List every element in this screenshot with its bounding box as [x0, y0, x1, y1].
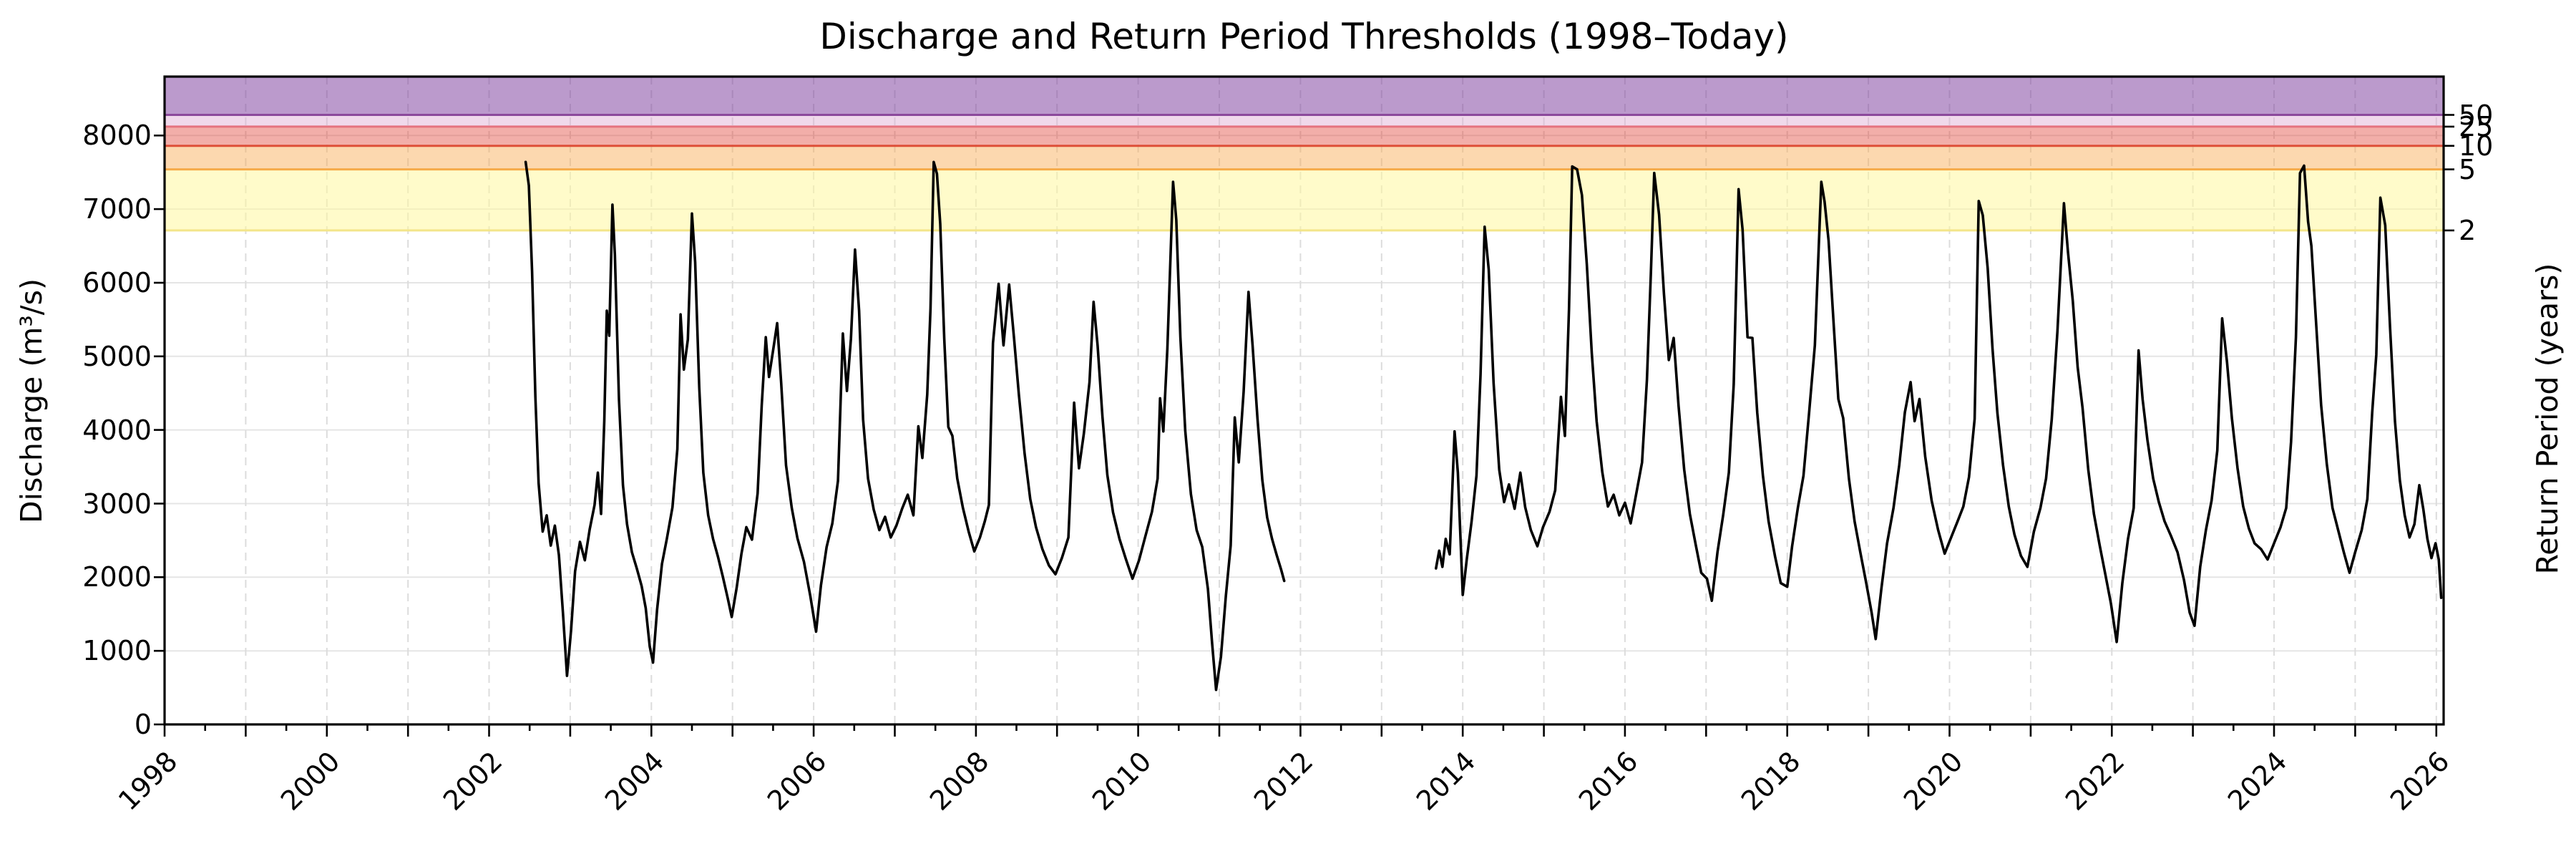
y-tick-label: 6000: [82, 267, 152, 299]
return-period-band-10: [165, 126, 2444, 146]
y-tick-label: 1000: [82, 635, 152, 667]
rp-tick-label: 50: [2459, 99, 2494, 131]
plot-frame: [163, 75, 2445, 726]
rp-tick-label: 25: [2459, 110, 2494, 142]
return-period-band-25: [165, 115, 2444, 127]
return-period-band-5: [165, 145, 2444, 170]
return-period-band-50: [165, 77, 2444, 115]
return-period-band-2: [165, 169, 2444, 230]
chart-title: Discharge and Return Period Thresholds (…: [819, 16, 1789, 57]
y-tick-label: 8000: [82, 120, 152, 152]
rp-tick-label: 10: [2459, 130, 2494, 162]
y-tick-label: 2000: [82, 561, 152, 593]
discharge-series: [1435, 164, 2443, 644]
y-tick-label: 7000: [82, 193, 152, 225]
rp-tick-label: 2: [2459, 214, 2477, 246]
rp-tick-label: 5: [2459, 153, 2477, 185]
y-tick-label: 0: [134, 709, 152, 740]
y-tick-label: 3000: [82, 487, 152, 520]
y-tick-label: 4000: [82, 414, 152, 446]
y-tick-label: 5000: [82, 340, 152, 372]
discharge-series: [524, 160, 1286, 691]
